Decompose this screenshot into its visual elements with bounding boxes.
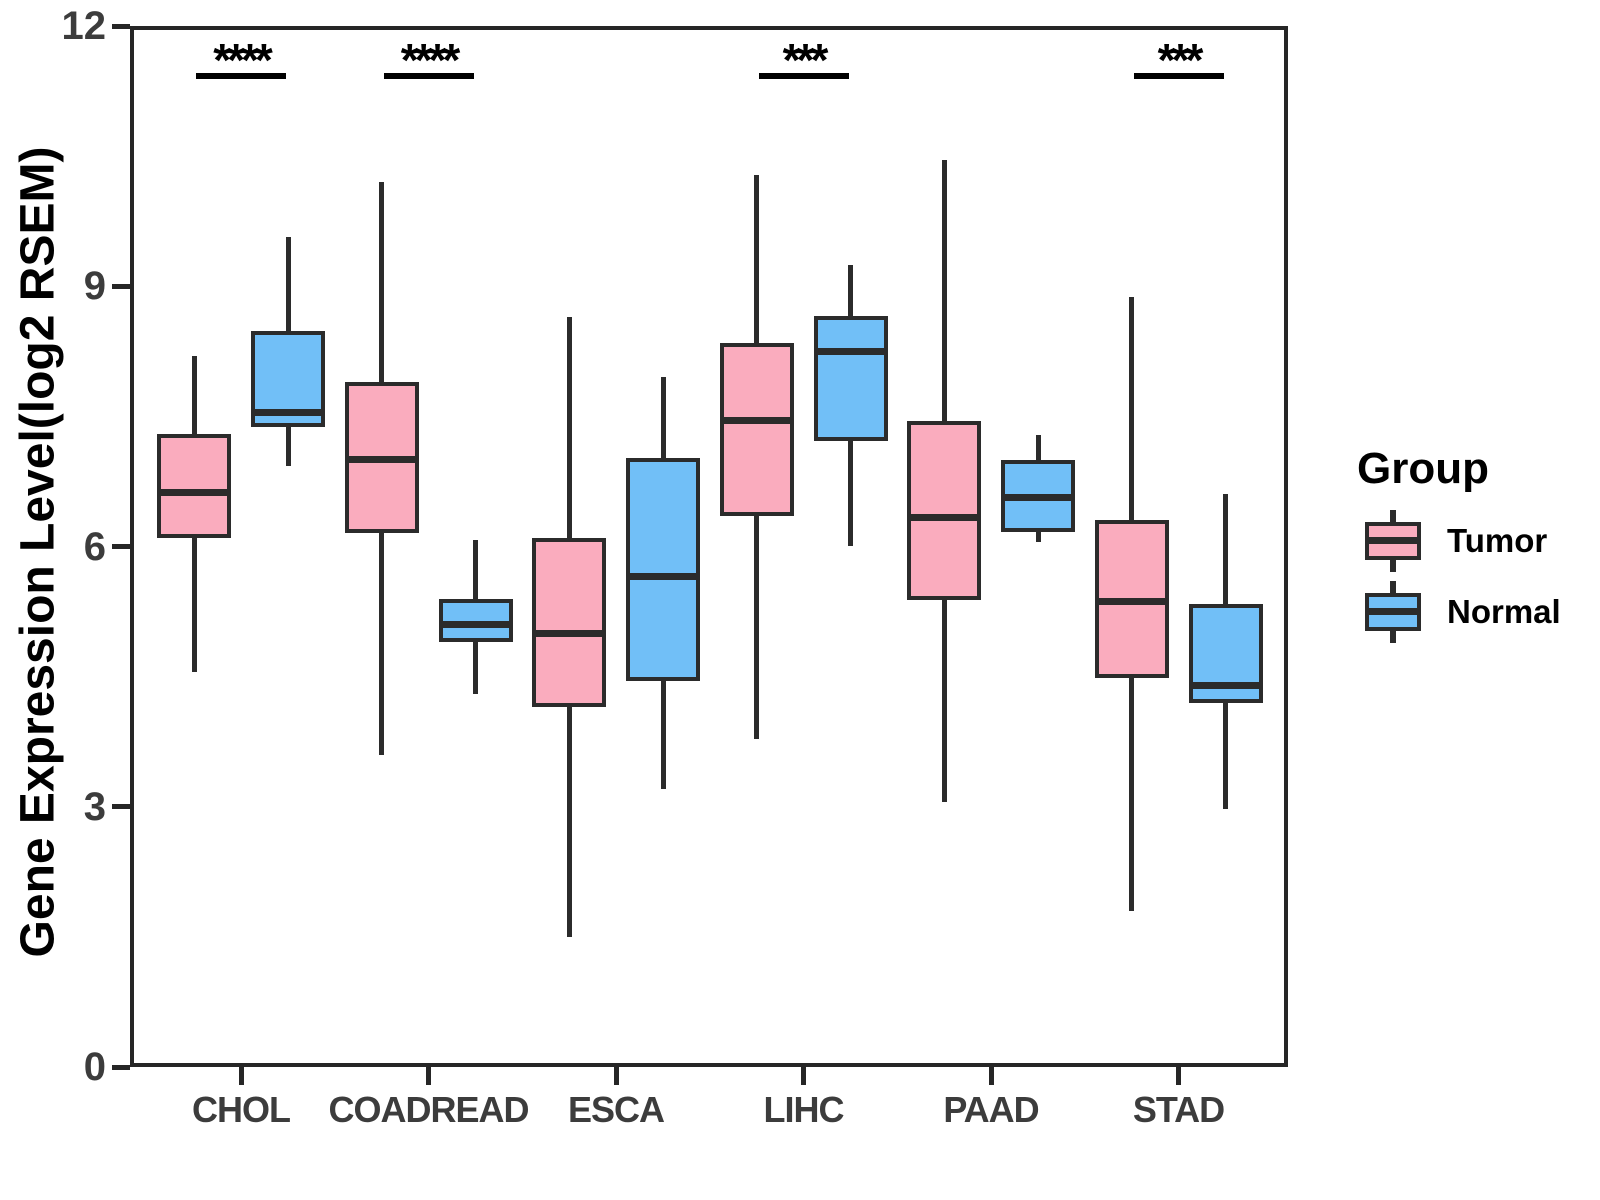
median-line-tumor-esca <box>532 629 606 637</box>
whisker-lower-tumor-coadread <box>379 533 384 755</box>
whisker-lower-normal-coadread <box>473 641 478 694</box>
legend-key-stem-top <box>1390 581 1396 594</box>
plot-panel: **** **** *** *** <box>130 26 1288 1067</box>
whisker-lower-tumor-chol <box>191 537 197 673</box>
box-tumor-lihc <box>719 342 794 517</box>
x-tick-label-esca: ESCA <box>567 1089 665 1130</box>
whisker-lower-tumor-stad <box>1129 678 1134 911</box>
whisker-lower-normal-paad <box>1035 531 1041 543</box>
legend-items: Tumor Normal <box>1332 510 1600 643</box>
x-tick-label-stad: STAD <box>1132 1089 1225 1130</box>
whisker-upper-tumor-lihc <box>754 175 759 343</box>
whisker-upper-tumor-paad <box>941 160 947 421</box>
x-tick-label-chol: CHOL <box>192 1089 291 1130</box>
legend-key-normal-boxplot-icon <box>1365 581 1421 643</box>
legend-key-median <box>1365 537 1421 544</box>
whisker-upper-tumor-chol <box>191 355 197 434</box>
median-line-tumor-coadread <box>344 456 419 464</box>
median-line-normal-paad <box>1001 494 1075 502</box>
legend-key-tumor-boxplot-icon <box>1365 510 1421 572</box>
y-tick-label: 12 <box>61 4 107 48</box>
x-tick-mark <box>613 1067 619 1085</box>
median-line-tumor-lihc <box>719 417 794 425</box>
significance-label-coadread: **** <box>400 34 461 86</box>
median-line-normal-esca <box>626 573 700 581</box>
significance-label-lihc: *** <box>782 34 829 86</box>
y-tick-mark <box>112 283 130 289</box>
whisker-upper-normal-lihc <box>848 264 853 316</box>
whisker-upper-normal-chol <box>285 236 291 332</box>
legend-key-stem-top <box>1390 510 1396 523</box>
box-normal-esca <box>626 458 700 681</box>
median-line-tumor-chol <box>157 489 231 497</box>
whisker-upper-normal-stad <box>1223 494 1228 604</box>
box-tumor-paad <box>907 420 981 601</box>
box-tumor-chol <box>157 433 231 538</box>
legend-label-tumor: Tumor <box>1447 522 1548 559</box>
significance-line-coadread <box>383 73 474 79</box>
whisker-lower-normal-stad <box>1223 702 1228 810</box>
x-tick-mark <box>426 1067 431 1085</box>
legend-key-median <box>1365 608 1421 615</box>
legend-title: Group <box>1357 444 1489 493</box>
median-line-tumor-stad <box>1094 597 1169 605</box>
significance-line-stad <box>1133 73 1224 79</box>
median-line-normal-coadread <box>438 621 513 629</box>
x-tick-mark <box>988 1067 994 1085</box>
legend-label-normal: Normal <box>1447 593 1561 630</box>
median-line-normal-chol <box>251 408 325 416</box>
whisker-lower-normal-lihc <box>848 440 853 547</box>
significance-label-chol: **** <box>213 34 273 86</box>
whisker-lower-normal-esca <box>660 680 666 790</box>
whisker-upper-tumor-esca <box>566 316 572 538</box>
whisker-upper-tumor-stad <box>1129 296 1134 521</box>
legend-item-tumor: Tumor <box>1365 510 1600 572</box>
x-tick-mark <box>238 1067 244 1085</box>
whisker-lower-tumor-paad <box>941 600 947 803</box>
box-normal-lihc <box>813 315 888 441</box>
legend: Group Tumor Normal <box>1332 444 1600 652</box>
median-line-normal-lihc <box>813 347 888 355</box>
box-normal-coadread <box>438 598 513 642</box>
box-tumor-esca <box>532 537 606 707</box>
whisker-lower-normal-chol <box>285 426 291 466</box>
legend-key-stem-bottom <box>1390 559 1396 572</box>
whisker-lower-tumor-esca <box>566 706 572 937</box>
significance-line-chol <box>196 73 286 79</box>
whisker-upper-normal-paad <box>1035 435 1041 460</box>
y-tick-mark <box>112 23 130 29</box>
median-line-tumor-paad <box>907 514 981 522</box>
x-tick-label-lihc: LIHC <box>763 1089 845 1130</box>
y-tick-mark <box>112 804 130 810</box>
x-tick-label-paad: PAAD <box>943 1089 1039 1130</box>
y-tick-label: 9 <box>83 264 106 309</box>
legend-item-normal: Normal <box>1365 581 1600 643</box>
x-tick-label-coadread: COADREAD <box>328 1089 529 1130</box>
y-tick-label: 0 <box>83 1045 106 1089</box>
whisker-lower-tumor-lihc <box>754 516 759 740</box>
significance-label-stad: *** <box>1157 34 1204 86</box>
y-tick-label: 6 <box>83 524 106 569</box>
whisker-upper-tumor-coadread <box>379 182 384 382</box>
whisker-upper-normal-esca <box>660 377 666 458</box>
y-tick-mark <box>112 544 130 549</box>
significance-line-lihc <box>758 73 849 79</box>
median-line-normal-stad <box>1188 681 1263 689</box>
x-tick-mark <box>1176 1067 1181 1085</box>
whisker-upper-normal-coadread <box>473 539 478 599</box>
x-tick-mark <box>801 1067 806 1085</box>
y-tick-label: 3 <box>83 784 106 829</box>
legend-key-stem-bottom <box>1390 630 1396 643</box>
y-tick-mark <box>112 1064 130 1070</box>
